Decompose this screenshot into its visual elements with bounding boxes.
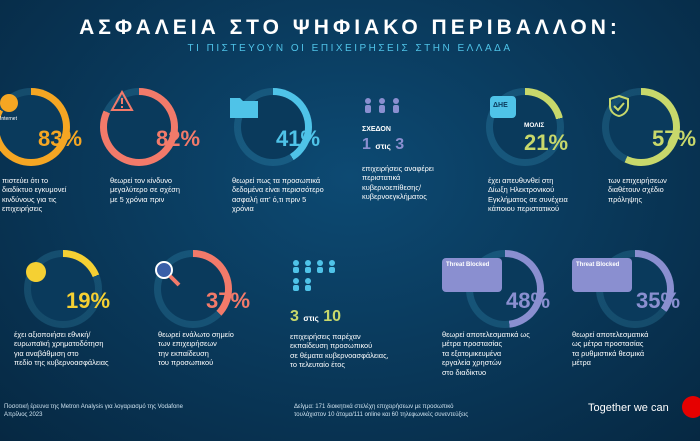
stat-desc: θεωρεί αποτελεσματικά ως μέτρα προστασία… (572, 330, 649, 368)
fraction-card-1: ΣΧΕΔΟΝ 1 στις 3 επιχειρήσεις αναφέρει πε… (360, 92, 480, 232)
progress-ring (100, 88, 178, 166)
page-title: ΑΣΦΑΛΕΙΑ ΣΤΟ ΨΗΦΙΑΚΟ ΠΕΡΙΒΑΛΛΟΝ: (79, 16, 621, 39)
people-icon (365, 98, 399, 113)
fraction-num: 1 (362, 136, 371, 153)
stat-value: 21% (524, 130, 569, 155)
stat-card-7: 37% θεωρεί ενάλωτο σημείο των επιχειρήσε… (150, 250, 280, 380)
shield-icon (490, 96, 516, 118)
stat-card-6: 19% έχει αξιοποιήσει εθνική/ ευρωπαϊκή χ… (6, 250, 146, 380)
progress-ring (602, 88, 680, 166)
vodafone-logo (682, 396, 700, 418)
stat-desc: πιστεύει ότι το διαδίκτυο εγκυμονεί κινδ… (2, 176, 67, 214)
magnifier-icon (155, 261, 181, 287)
stat-value: 83% (38, 126, 83, 151)
threat-blocked-icon: Threat Blocked (442, 258, 502, 292)
coin-icon (26, 262, 46, 282)
shield-icon-label: ΔΗΕ (493, 102, 508, 109)
check-shield-icon (609, 94, 629, 118)
fraction-value: 3 στις 10 (290, 308, 341, 326)
fraction-prefix: ΣΧΕΔΟΝ (362, 126, 391, 133)
fraction-den: 10 (323, 308, 342, 325)
stat-value: 19% (66, 288, 111, 313)
stat-card-5: 57% των επιχειρήσεων διαθέτουν σχέδιο πρ… (598, 88, 700, 238)
warning-icon (110, 90, 134, 111)
page-subtitle: ΤΙ ΠΙΣΤΕΥΟΥΝ ΟΙ ΕΠΙΧΕΙΡΗΣΕΙΣ ΣΤΗΝ ΕΛΛΑΔΑ (187, 43, 513, 54)
stat-desc: θεωρεί τον κίνδυνο μεγαλύτερο σε σχέση μ… (110, 176, 180, 204)
stat-card-1: Internet 83% πιστεύει ότι το διαδίκτυο ε… (0, 88, 92, 238)
threat-blocked-icon: Threat Blocked (572, 258, 632, 292)
fraction-desc: επιχειρήσεις παρέχαν εκπαίδευση προσωπικ… (290, 332, 389, 370)
stat-desc: έχει αξιοποιήσει εθνική/ ευρωπαϊκή χρημα… (14, 330, 109, 368)
stat-value: 41% (276, 126, 321, 151)
stat-value: 82% (156, 126, 201, 151)
fraction-mid: στις (375, 142, 391, 151)
stat-card-9: Threat Blocked 35% θεωρεί αποτελεσματικά… (566, 250, 696, 380)
folder-icon (230, 98, 258, 118)
stat-value: 35% (636, 288, 681, 313)
stat-card-4: ΔΗΕ ΜΟΛΙΣ 21% έχει απευθυνθεί στη Δίωξη … (484, 88, 604, 238)
footer-source: Ποσοτική έρευνα της Metron Analysis για … (4, 404, 183, 418)
stat-desc: έχει απευθυνθεί στη Δίωξη Ηλεκτρονικού Ε… (488, 176, 568, 214)
stat-desc: των επιχειρήσεων διαθέτουν σχέδιο πρόληψ… (608, 176, 667, 204)
globe-icon-label: Internet (0, 116, 17, 122)
footer-sample: Δείγμα: 171 διοικητικά στελέχη επιχειρήσ… (294, 404, 469, 418)
fraction-card-2: 3 στις 10 επιχειρήσεις παρέχαν εκπαίδευσ… (288, 254, 428, 384)
fraction-den: 3 (395, 136, 405, 153)
footer-tagline: Together we can (588, 402, 669, 414)
stat-desc: θεωρεί ενάλωτο σημείο των επιχειρήσεων τ… (158, 330, 234, 368)
fraction-mid: στις (303, 314, 319, 323)
stat-card-8: Threat Blocked 48% θεωρεί αποτελεσματικά… (436, 250, 566, 380)
stat-value: 57% (652, 126, 697, 151)
stat-desc: θεωρεί αποτελεσματικά ως μέτρα προστασία… (442, 330, 530, 377)
stat-prefix: ΜΟΛΙΣ (524, 122, 545, 129)
fraction-value: 1 στις 3 (362, 136, 404, 154)
stat-value: 48% (506, 288, 551, 313)
stat-desc: θεωρεί πως τα προσωπικά δεδομένα είναι π… (232, 176, 324, 214)
fraction-desc: επιχειρήσεις αναφέρει περιστατικά κυβερν… (362, 164, 434, 202)
stat-card-3: 41% θεωρεί πως τα προσωπικά δεδομένα είν… (224, 88, 354, 238)
people-icon (293, 260, 335, 291)
stat-card-2: 82% θεωρεί τον κίνδυνο μεγαλύτερο σε σχέ… (100, 88, 220, 238)
globe-icon (0, 94, 18, 112)
stat-value: 37% (206, 288, 251, 313)
progress-ring (486, 88, 564, 166)
fraction-num: 3 (290, 308, 299, 325)
